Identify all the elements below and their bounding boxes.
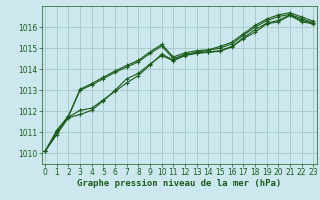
- X-axis label: Graphe pression niveau de la mer (hPa): Graphe pression niveau de la mer (hPa): [77, 179, 281, 188]
